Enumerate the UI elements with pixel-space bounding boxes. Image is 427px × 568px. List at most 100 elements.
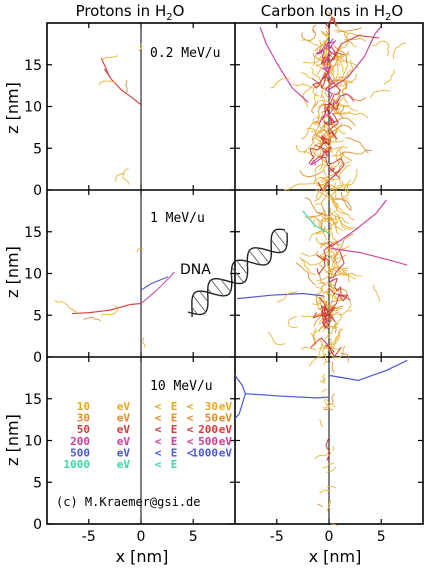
delta-electron-track — [319, 489, 331, 494]
legend-entry-text: E — [171, 458, 178, 471]
delta-electron-track — [234, 375, 246, 420]
delta-electron-track — [344, 32, 357, 48]
delta-electron-track — [335, 147, 351, 164]
delta-electron-track — [322, 465, 329, 469]
legend-entry-text: < — [155, 423, 162, 436]
delta-electron-track — [327, 105, 344, 118]
dna-base-pair — [210, 279, 224, 297]
delta-electron-track — [328, 25, 382, 91]
delta-electron-track — [342, 274, 356, 280]
delta-electron-track — [315, 297, 319, 306]
delta-electron-track — [317, 99, 341, 110]
delta-electron-track — [325, 217, 337, 220]
delta-electron-track — [314, 163, 330, 174]
y-tick-label: 0 — [33, 183, 42, 199]
legend-entry-text: 500 — [70, 446, 90, 459]
delta-electron-track — [312, 308, 334, 319]
delta-electron-track — [321, 388, 327, 393]
delta-electron-track — [325, 437, 331, 461]
delta-electron-track — [323, 452, 329, 457]
delta-electron-track — [322, 373, 326, 383]
title-left: Protons in H2O — [76, 2, 185, 23]
legend-entry-text: eV — [117, 446, 131, 459]
delta-electron-track — [314, 144, 333, 154]
legend-entry-text: eV — [219, 435, 233, 448]
delta-electron-track — [328, 198, 340, 208]
delta-electron-track — [327, 239, 339, 243]
delta-electron-track — [318, 263, 337, 276]
legend-entry-text: 1000 — [192, 446, 219, 459]
legend-entry-text: 200 — [70, 435, 90, 448]
delta-electron-track — [300, 72, 314, 79]
delta-electron-track — [317, 503, 323, 508]
legend-entry-text: 30 — [77, 412, 90, 425]
delta-electron-track — [322, 350, 327, 362]
energy-label-row2: 1 MeV/u — [150, 211, 205, 226]
delta-electron-track — [331, 181, 344, 190]
dna-base-pair — [256, 247, 270, 264]
delta-electron-track — [98, 80, 116, 86]
delta-electron-track — [372, 40, 390, 57]
delta-electron-track — [308, 353, 327, 367]
delta-electron-track — [322, 228, 339, 251]
delta-electron-track — [319, 296, 330, 330]
y-tick-label: 15 — [24, 392, 42, 408]
delta-electron-track — [323, 306, 330, 324]
delta-electron-track — [335, 212, 357, 229]
legend-entry-text: < — [187, 412, 194, 425]
delta-electron-track — [302, 210, 330, 234]
delta-electron-track — [319, 419, 324, 428]
delta-electron-track — [331, 361, 335, 373]
delta-electron-track — [335, 59, 359, 68]
delta-electron-track — [308, 141, 330, 165]
delta-electron-track — [310, 67, 323, 83]
y-tick-label: 10 — [24, 100, 42, 116]
legend-entry-text: E — [171, 446, 178, 459]
delta-electron-track — [321, 31, 328, 61]
delta-electron-track — [315, 188, 320, 201]
delta-electron-track — [334, 29, 363, 36]
delta-electron-track — [320, 253, 340, 258]
dna-base-pair — [273, 230, 287, 247]
delta-electron-track — [330, 274, 342, 290]
delta-electron-track — [328, 93, 355, 116]
legend-entry-text: eV — [219, 412, 233, 425]
dna-base-pair — [192, 295, 207, 313]
delta-electron-track — [342, 183, 350, 198]
delta-electron-track — [331, 254, 347, 268]
delta-electron-track — [331, 125, 346, 135]
delta-electron-track — [336, 53, 350, 67]
delta-electron-track — [320, 343, 332, 354]
legend-entry-text: E — [171, 423, 178, 436]
y-tick-label: 10 — [24, 434, 42, 450]
x-tick-label: 5 — [189, 529, 198, 545]
delta-electron-track — [369, 89, 391, 99]
delta-electron-track — [328, 359, 408, 381]
delta-electron-track — [326, 485, 336, 489]
delta-electron-track — [312, 24, 317, 34]
delta-electron-track — [334, 205, 355, 221]
legend-entry-text: 200 — [198, 423, 218, 436]
delta-electron-track — [319, 339, 323, 356]
delta-electron-track — [312, 155, 335, 173]
delta-electron-track — [315, 286, 338, 299]
delta-electron-track — [322, 395, 326, 404]
x-axis-label-right: x [nm] — [309, 547, 362, 566]
delta-electron-track — [327, 246, 341, 271]
delta-electron-track — [328, 35, 380, 66]
delta-electron-track — [328, 294, 351, 313]
delta-electron-track — [318, 39, 322, 52]
dna-base-pair — [191, 307, 198, 315]
legend-entry-text: eV — [117, 400, 131, 413]
delta-electron-track — [245, 393, 330, 399]
y-tick-label: 15 — [24, 225, 42, 241]
delta-electron-track — [336, 27, 362, 33]
legend-entry-text: eV — [117, 412, 131, 425]
delta-electron-track — [324, 103, 340, 117]
delta-electron-track — [338, 164, 351, 184]
legend-entry-text: 50 — [77, 423, 90, 436]
delta-electron-track — [338, 149, 353, 162]
delta-electron-track — [115, 167, 129, 182]
delta-electron-track — [323, 115, 338, 127]
delta-electron-track — [340, 191, 351, 211]
